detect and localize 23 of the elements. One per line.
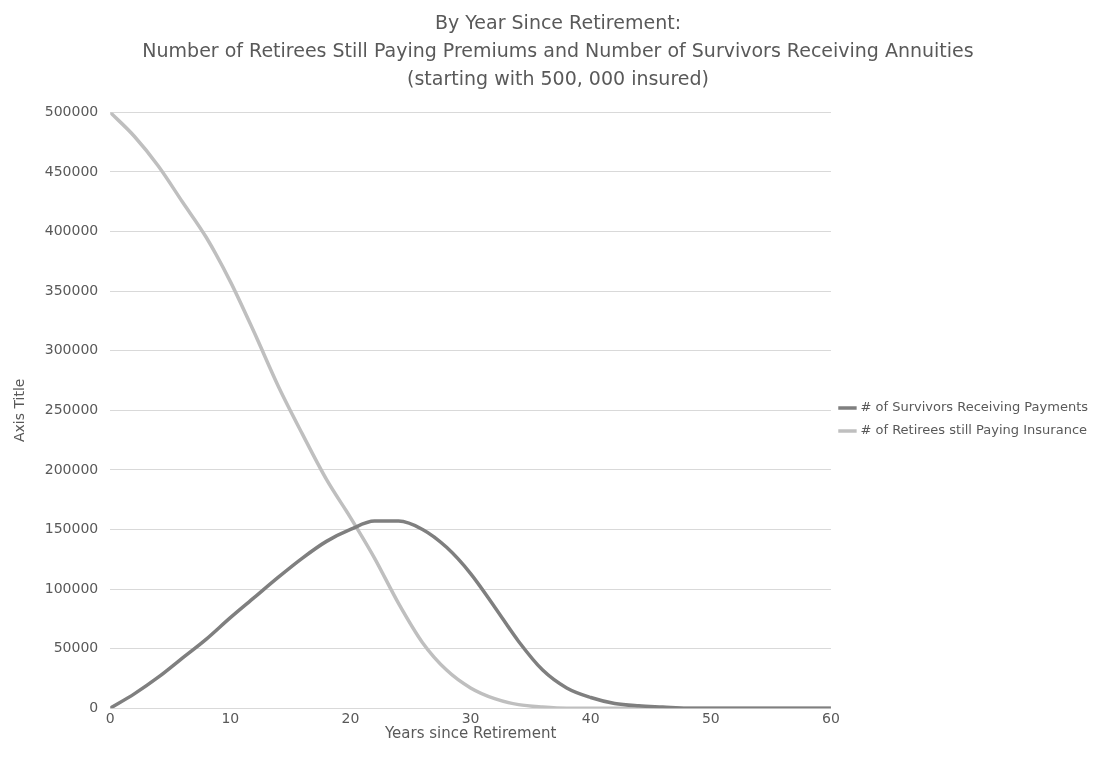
x-tick-label: 60 <box>822 710 840 727</box>
legend-label: # of Retirees still Paying Insurance <box>860 422 1088 438</box>
y-tick-label: 400000 <box>44 222 99 239</box>
x-tick-label: 40 <box>581 710 600 727</box>
legend-label: # of Survivors Receiving Payments <box>860 399 1089 415</box>
y-tick-label: 200000 <box>44 460 99 477</box>
y-tick-label: 100000 <box>44 579 99 596</box>
y-tick-label: 500000 <box>44 103 99 120</box>
y-tick-label: 150000 <box>44 520 99 537</box>
x-tick-label: 10 <box>221 710 240 727</box>
x-tick-label: 50 <box>701 710 720 727</box>
y-tick-label: 350000 <box>44 281 99 298</box>
chart-subtitle: Number of Retirees Still Paying Premiums and Number of Survivors Receiving Annuities (starting with 500, 000 insured) <box>141 38 975 91</box>
y-tick-label: 50000 <box>53 639 99 656</box>
y-tick-label: 450000 <box>44 162 99 179</box>
line-series <box>110 519 831 709</box>
y-tick-label: 0 <box>89 698 99 715</box>
y-axis-title: Axis Title <box>11 378 28 443</box>
x-tick-label: 0 <box>105 710 115 727</box>
x-tick-label: 20 <box>341 710 360 727</box>
chart-title: By Year Since Retirement: <box>433 10 683 35</box>
y-tick-label: 250000 <box>44 400 99 417</box>
y-tick-label: 300000 <box>44 341 99 358</box>
